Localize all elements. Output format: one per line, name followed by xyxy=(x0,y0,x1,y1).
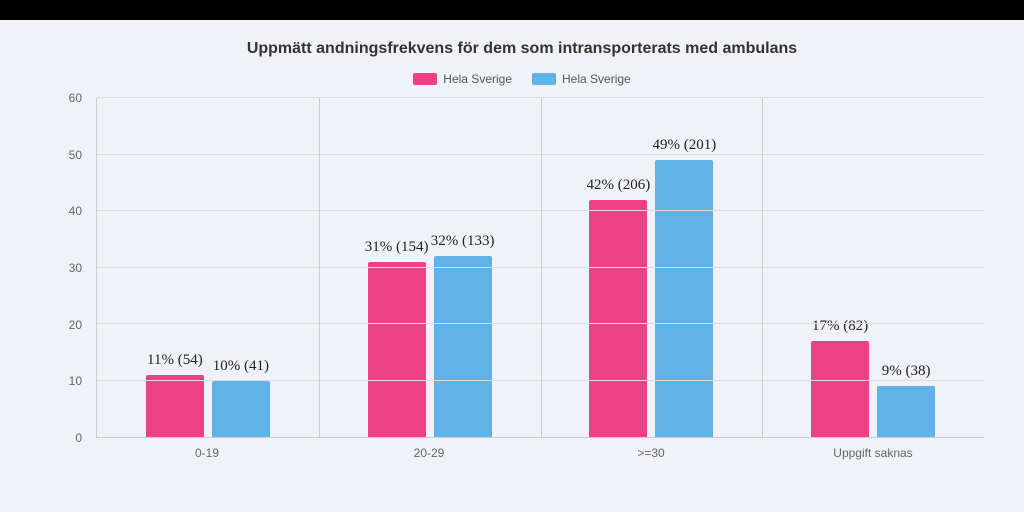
y-tick: 60 xyxy=(52,91,82,105)
bar: 9% (38) xyxy=(877,386,935,437)
x-axis-label: Uppgift saknas xyxy=(762,446,984,460)
legend-item-1: Hela Sverige xyxy=(532,72,631,86)
x-axis-label: >=30 xyxy=(540,446,762,460)
legend-swatch-1 xyxy=(532,73,556,85)
bar-group: 31% (154)32% (133) xyxy=(319,98,541,437)
legend-swatch-0 xyxy=(413,73,437,85)
bar: 42% (206) xyxy=(589,200,647,437)
chart-title: Uppmätt andningsfrekvens för dem som int… xyxy=(60,40,984,58)
x-axis-label: 20-29 xyxy=(318,446,540,460)
bar-value-label: 9% (38) xyxy=(882,363,931,380)
y-tick: 0 xyxy=(52,431,82,445)
y-tick: 10 xyxy=(52,374,82,388)
y-tick: 30 xyxy=(52,261,82,275)
chart-container: Uppmätt andningsfrekvens för dem som int… xyxy=(0,20,1024,512)
x-axis-label: 0-19 xyxy=(96,446,318,460)
bar: 10% (41) xyxy=(212,381,270,438)
bar: 11% (54) xyxy=(146,375,204,437)
bar-group: 11% (54)10% (41) xyxy=(97,98,319,437)
category-divider xyxy=(541,98,542,437)
y-tick: 20 xyxy=(52,318,82,332)
bar: 49% (201) xyxy=(655,160,713,437)
legend-label-0: Hela Sverige xyxy=(443,72,512,86)
legend-label-1: Hela Sverige xyxy=(562,72,631,86)
bar: 31% (154) xyxy=(368,262,426,437)
legend: Hela Sverige Hela Sverige xyxy=(60,72,984,86)
legend-item-0: Hela Sverige xyxy=(413,72,512,86)
bar: 17% (82) xyxy=(811,341,869,437)
bar-value-label: 10% (41) xyxy=(213,358,269,375)
x-axis-labels: 0-1920-29>=30Uppgift saknas xyxy=(96,446,984,460)
bar-value-label: 17% (82) xyxy=(812,318,868,335)
bar-value-label: 49% (201) xyxy=(653,137,717,154)
category-divider xyxy=(319,98,320,437)
bar-value-label: 11% (54) xyxy=(147,352,203,369)
plot-area: 11% (54)10% (41)31% (154)32% (133)42% (2… xyxy=(96,98,984,438)
bar-group: 42% (206)49% (201) xyxy=(541,98,763,437)
bar-group: 17% (82)9% (38) xyxy=(762,98,984,437)
bar: 32% (133) xyxy=(434,256,492,437)
bar-value-label: 31% (154) xyxy=(365,239,429,256)
plot: 0102030405060 11% (54)10% (41)31% (154)3… xyxy=(60,98,984,458)
y-tick: 50 xyxy=(52,148,82,162)
category-divider xyxy=(762,98,763,437)
y-tick: 40 xyxy=(52,204,82,218)
bar-value-label: 42% (206) xyxy=(587,177,651,194)
bar-value-label: 32% (133) xyxy=(431,233,495,250)
y-axis: 0102030405060 xyxy=(54,98,94,438)
